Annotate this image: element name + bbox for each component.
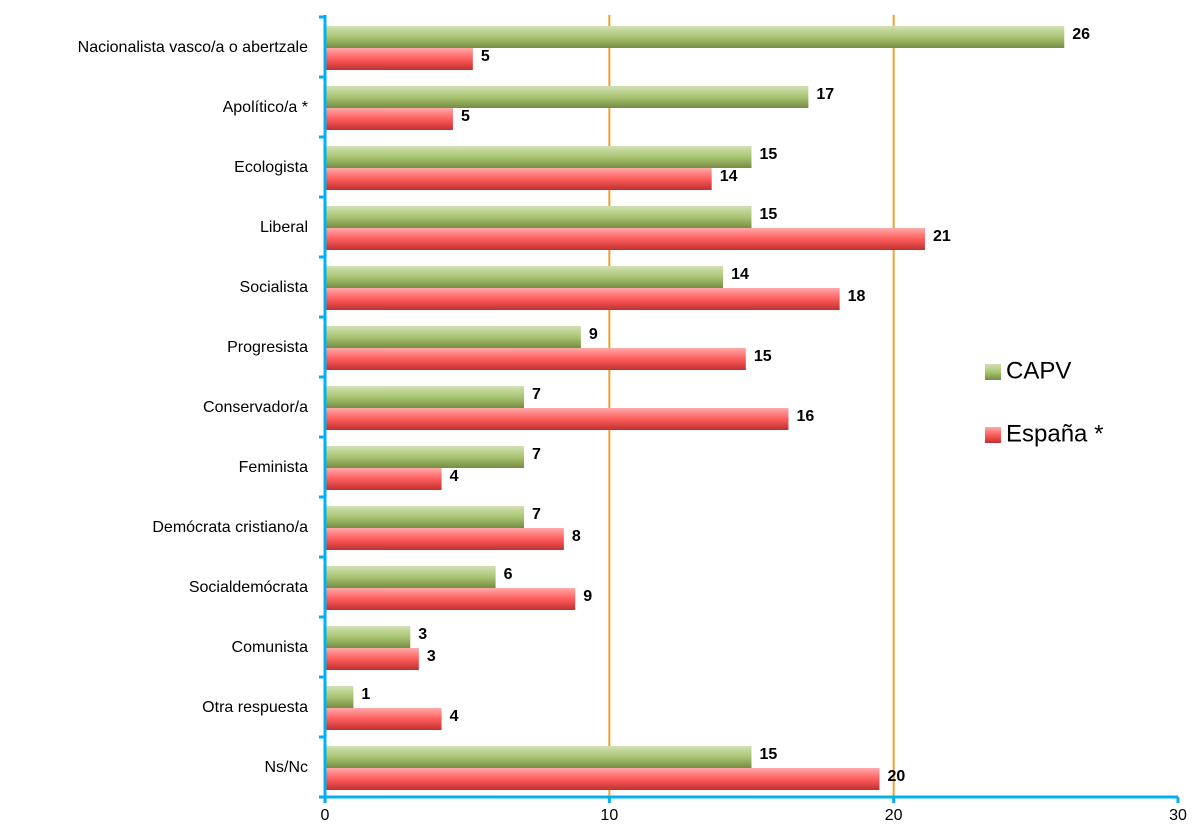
bar xyxy=(325,588,576,610)
bar xyxy=(325,506,525,528)
value-label: 15 xyxy=(760,746,778,763)
value-label: 1 xyxy=(361,686,370,703)
value-label: 20 xyxy=(887,768,905,785)
legend-swatch xyxy=(985,364,1001,380)
value-label: 15 xyxy=(760,146,778,163)
bar xyxy=(325,326,581,348)
value-label: 4 xyxy=(450,708,459,725)
bar xyxy=(325,408,789,430)
y-tick-label: Ns/Nc xyxy=(264,759,308,776)
bar xyxy=(325,86,809,108)
legend-label: España * xyxy=(1006,420,1103,447)
bar xyxy=(325,288,840,310)
value-label: 7 xyxy=(532,506,541,523)
bar xyxy=(325,146,752,168)
value-label: 5 xyxy=(461,108,470,125)
value-label: 17 xyxy=(816,86,834,103)
value-label: 14 xyxy=(731,266,749,283)
y-tick-label: Socialista xyxy=(240,279,309,296)
bar xyxy=(325,686,354,708)
value-label: 8 xyxy=(572,528,581,545)
y-tick-label: Socialdemócrata xyxy=(189,579,308,596)
y-tick-label: Apolítico/a * xyxy=(223,99,308,116)
bar xyxy=(325,528,564,550)
bar xyxy=(325,446,525,468)
bar xyxy=(325,168,712,190)
bar xyxy=(325,746,752,768)
bar xyxy=(325,228,925,250)
value-label: 15 xyxy=(754,348,772,365)
value-label: 9 xyxy=(589,326,598,343)
legend-label: CAPV xyxy=(1006,357,1071,384)
bar xyxy=(325,708,442,730)
y-tick-label: Demócrata cristiano/a xyxy=(152,519,308,536)
y-tick-label: Liberal xyxy=(260,219,308,236)
bar xyxy=(325,108,453,130)
y-tick-label: Otra respuesta xyxy=(202,699,308,716)
value-label: 7 xyxy=(532,386,541,403)
value-label: 21 xyxy=(933,228,951,245)
bar xyxy=(325,348,746,370)
value-label: 15 xyxy=(760,206,778,223)
bar xyxy=(325,26,1065,48)
value-label: 16 xyxy=(796,408,814,425)
bar xyxy=(325,648,419,670)
bar xyxy=(325,386,525,408)
bar xyxy=(325,566,496,588)
value-label: 14 xyxy=(720,168,738,185)
value-label: 26 xyxy=(1072,26,1090,43)
x-tick-label: 20 xyxy=(885,807,903,824)
value-label: 6 xyxy=(504,566,513,583)
x-tick-label: 10 xyxy=(600,807,618,824)
y-tick-label: Conservador/a xyxy=(203,399,308,416)
value-label: 3 xyxy=(418,626,427,643)
y-tick-label: Nacionalista vasco/a o abertzale xyxy=(78,39,308,56)
bar xyxy=(325,206,752,228)
bar xyxy=(325,768,880,790)
x-tick-label: 30 xyxy=(1169,807,1187,824)
bar xyxy=(325,48,473,70)
y-tick-label: Feminista xyxy=(239,459,308,476)
y-tick-label: Comunista xyxy=(232,639,309,656)
legend-swatch xyxy=(985,427,1001,443)
value-label: 9 xyxy=(583,588,592,605)
value-label: 7 xyxy=(532,446,541,463)
bar xyxy=(325,468,442,490)
value-label: 18 xyxy=(848,288,866,305)
value-label: 4 xyxy=(450,468,459,485)
y-tick-label: Ecologista xyxy=(234,159,308,176)
x-tick-label: 0 xyxy=(321,807,330,824)
bar xyxy=(325,266,724,288)
value-label: 3 xyxy=(427,648,436,665)
y-tick-label: Progresista xyxy=(227,339,308,356)
bar xyxy=(325,626,411,648)
value-label: 5 xyxy=(481,48,490,65)
